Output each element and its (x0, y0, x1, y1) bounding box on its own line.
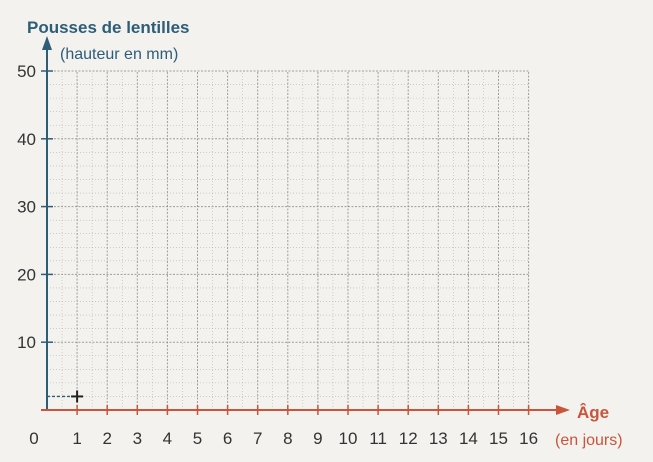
x-tick-label: 4 (163, 429, 172, 448)
x-tick-label: 3 (133, 429, 142, 448)
x-axis-title: Âge (577, 403, 609, 422)
x-tick-label: 9 (313, 429, 322, 448)
points (71, 390, 84, 403)
y-tick-label: 10 (17, 333, 36, 352)
x-tick-label: 7 (253, 429, 262, 448)
y-tick-label: 50 (17, 62, 36, 81)
x-tick-label: 6 (223, 429, 232, 448)
x-tick-label: 10 (339, 429, 358, 448)
x-tick-label: 14 (459, 429, 478, 448)
x-axis-arrow (556, 405, 570, 415)
y-tick-label: 20 (17, 265, 36, 284)
x-tick-label: 2 (102, 429, 111, 448)
axes (41, 36, 570, 415)
x-tick-label: 1 (72, 429, 81, 448)
data-point (71, 390, 84, 403)
x-tick-label: 12 (399, 429, 418, 448)
x-tick-label: 0 (29, 429, 38, 448)
x-tick-label: 5 (193, 429, 202, 448)
x-tick-label: 11 (369, 429, 387, 448)
x-axis-subtitle: (en jours) (555, 432, 623, 449)
y-tick-label: 40 (17, 130, 36, 149)
x-tick-label: 13 (429, 429, 448, 448)
y-tick-label: 30 (17, 198, 36, 217)
y-axis-arrow (42, 36, 52, 50)
grid (47, 70, 530, 410)
x-tick-label: 16 (519, 429, 538, 448)
x-tick-label: 8 (283, 429, 292, 448)
x-tick-label: 15 (489, 429, 508, 448)
y-axis-title: Pousses de lentilles (27, 18, 190, 37)
y-axis-subtitle: (hauteur en mm) (60, 46, 178, 63)
